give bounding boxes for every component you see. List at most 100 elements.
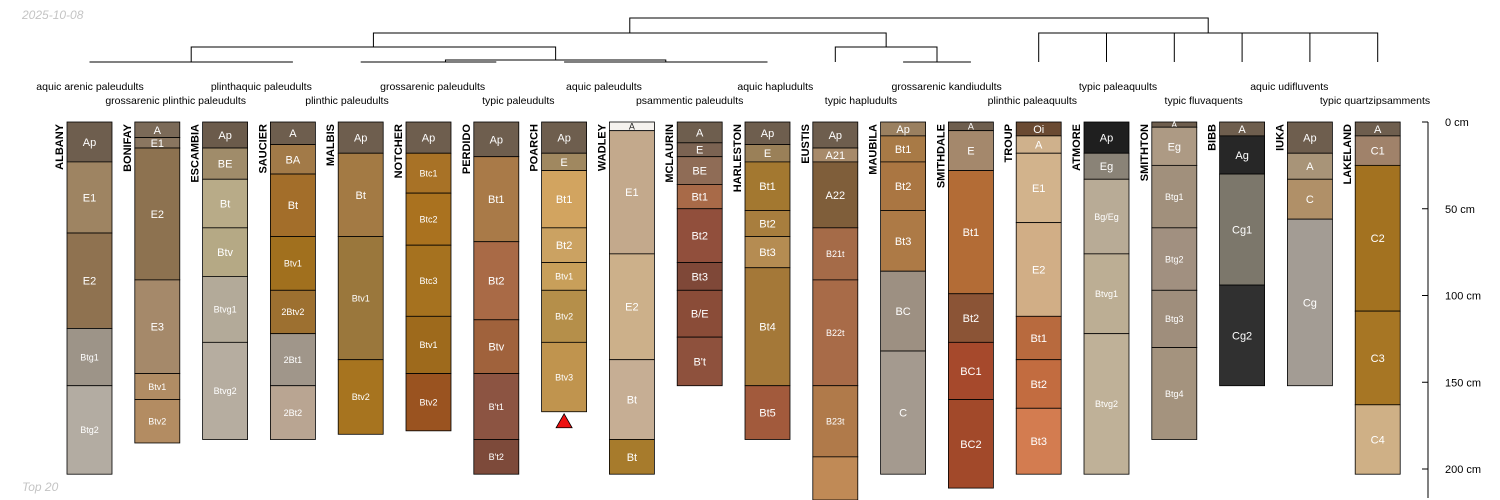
horizon-block xyxy=(541,341,587,413)
horizon-label: B't1 xyxy=(489,402,504,412)
horizon-block xyxy=(744,236,791,269)
horizon-label: Btvg2 xyxy=(1095,399,1118,409)
depth-axis-label: 150 cm xyxy=(1445,377,1481,389)
horizon-block xyxy=(1287,178,1333,220)
horizon-label: Ap xyxy=(218,130,231,142)
horizon-block xyxy=(676,289,723,338)
depth-axis-label: 0 cm xyxy=(1445,117,1469,129)
horizon-block xyxy=(1151,126,1198,166)
taxon-label: typic fluvaquents xyxy=(1165,95,1243,107)
horizon-label: Bt xyxy=(627,395,637,407)
horizon-label: Btv2 xyxy=(352,392,370,402)
horizon-label: Ap xyxy=(557,133,570,145)
horizon-block xyxy=(1287,218,1333,387)
dendrogram-link xyxy=(1038,32,1141,62)
horizon-block xyxy=(202,276,249,343)
horizon-block xyxy=(609,130,655,255)
horizon-label: Eg xyxy=(1100,161,1113,173)
horizon-label: Bt5 xyxy=(759,408,776,420)
horizon-label: Eg xyxy=(1168,141,1181,153)
horizon-block xyxy=(269,236,316,291)
profile-name: PERDIDO xyxy=(461,124,473,175)
horizon-label: A xyxy=(629,122,635,132)
horizon-label: E1 xyxy=(1032,183,1045,195)
horizon-block xyxy=(473,156,520,243)
profile-name: MCLAURIN xyxy=(664,124,676,183)
profile-name: SAUCIER xyxy=(257,124,269,174)
horizon-label: Bt2 xyxy=(556,240,573,252)
horizon-label: C1 xyxy=(1371,146,1385,158)
horizon-block xyxy=(1083,178,1130,255)
horizon-label: BA xyxy=(286,154,301,166)
horizon-label: A xyxy=(1035,140,1043,152)
date-stamp: 2025-10-08 xyxy=(22,8,84,22)
horizon-label: Oi xyxy=(1033,124,1044,136)
horizon-block xyxy=(1354,135,1401,166)
truncation-marker xyxy=(555,412,573,429)
dendrogram-link xyxy=(1106,32,1175,62)
horizon-label: E xyxy=(967,146,974,158)
horizon-label: Bt3 xyxy=(759,247,776,259)
profile-name: SMITHTON xyxy=(1139,124,1151,181)
profile-name: LAKELAND xyxy=(1342,124,1354,185)
horizon-label: 2Btv2 xyxy=(281,307,304,317)
horizon-block xyxy=(880,135,926,163)
horizon-label: Bt1 xyxy=(1030,333,1047,345)
horizon-label: A xyxy=(154,125,162,137)
horizon-label: B/E xyxy=(691,309,709,321)
horizon-block xyxy=(744,161,791,211)
taxon-label: plinthic paleudults xyxy=(305,95,388,107)
horizon-block xyxy=(202,341,249,440)
taxon-label: grossarenic paleudults xyxy=(380,81,485,93)
horizon-block xyxy=(541,227,587,263)
horizon-block xyxy=(269,289,316,335)
horizon-label: Bt3 xyxy=(895,236,912,248)
horizon-label: C xyxy=(1306,194,1314,206)
horizon-block xyxy=(269,385,316,440)
horizon-label: Btv2 xyxy=(555,312,573,322)
horizon-block xyxy=(880,161,926,211)
horizon-block xyxy=(1083,333,1130,475)
horizon-block xyxy=(1219,173,1265,286)
horizon-label: Btg3 xyxy=(1165,314,1184,324)
horizon-block xyxy=(541,289,587,343)
horizon-label: Btvg1 xyxy=(1095,289,1118,299)
horizon-block xyxy=(948,399,994,489)
horizon-block xyxy=(676,336,723,387)
horizon-label: Cg xyxy=(1303,297,1317,309)
horizon-block xyxy=(812,227,859,281)
horizon-block xyxy=(676,156,723,185)
horizon-label: C2 xyxy=(1371,233,1385,245)
horizon-label: E1 xyxy=(83,192,96,204)
horizon-label: E3 xyxy=(151,322,164,334)
horizon-label: E xyxy=(696,145,703,157)
profile-name: ALBANY xyxy=(54,123,66,169)
taxon-label: aquic udifluvents xyxy=(1250,81,1328,93)
horizon-label: Ap xyxy=(1100,133,1113,145)
horizon-block xyxy=(202,178,249,229)
horizon-label: Bt xyxy=(288,200,298,212)
horizon-label: Btvg1 xyxy=(214,305,237,315)
horizon-block xyxy=(337,121,384,154)
horizon-label: BC1 xyxy=(960,366,981,378)
horizon-block xyxy=(1015,315,1062,361)
horizon-block xyxy=(405,373,452,432)
horizon-label: A21 xyxy=(826,150,846,162)
horizon-label: BE xyxy=(692,166,707,178)
horizon-block xyxy=(880,210,926,272)
horizon-label: Btv3 xyxy=(555,372,573,382)
horizon-label: Btc2 xyxy=(419,214,437,224)
horizon-label: Btg2 xyxy=(80,425,99,435)
horizon-label: Bt2 xyxy=(488,276,505,288)
horizon-label: Cg2 xyxy=(1232,330,1252,342)
dendrogram-link xyxy=(1241,32,1311,62)
horizon-block xyxy=(1083,152,1130,180)
horizon-label: Ap xyxy=(896,124,909,136)
horizon-block xyxy=(676,208,723,263)
horizon-label: Ag xyxy=(1235,150,1248,162)
horizon-label: A xyxy=(968,122,974,132)
horizon-block xyxy=(134,399,181,444)
horizon-block xyxy=(676,184,723,210)
horizon-block xyxy=(812,279,859,387)
taxon-label: aquic arenic paleudults xyxy=(36,81,143,93)
